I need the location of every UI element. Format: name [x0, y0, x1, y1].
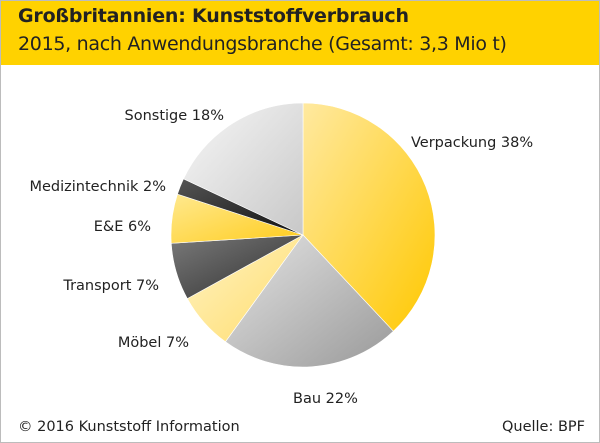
header-bar: Großbritannien: Kunststoffverbrauch 2015…: [1, 1, 599, 65]
source-text: Quelle: BPF: [501, 419, 585, 435]
slice-label-bau: Bau 22%: [293, 391, 358, 407]
slice-label-transport: Transport 7%: [62, 278, 159, 294]
slice-label-medizintechnik: Medizintechnik 2%: [30, 179, 167, 195]
slice-label-sonstige: Sonstige 18%: [125, 108, 225, 124]
pie-labels: Verpackung 38% Bau 22% Möbel 7% Transport 7…: [30, 108, 534, 407]
pie-slice-bau: [224, 234, 394, 368]
slice-label-e-e: E&E 6%: [94, 219, 151, 235]
copyright-text: © 2016 Kunststoff Information: [18, 419, 240, 435]
slice-label-verpackung: Verpackung 38%: [411, 135, 533, 151]
slice-label-m-bel: Möbel 7%: [118, 335, 189, 351]
pie-slice-sonstige: [183, 102, 304, 236]
chart-title: Großbritannien: Kunststoffverbrauch: [18, 5, 409, 27]
chart-subtitle: 2015, nach Anwendungsbranche (Gesamt: 3,…: [18, 33, 507, 55]
pie-slice-verpackung: [302, 102, 436, 332]
pie-slices: [170, 102, 436, 368]
pie-chart: Verpackung 38% Bau 22% Möbel 7% Transport 7…: [30, 102, 534, 407]
